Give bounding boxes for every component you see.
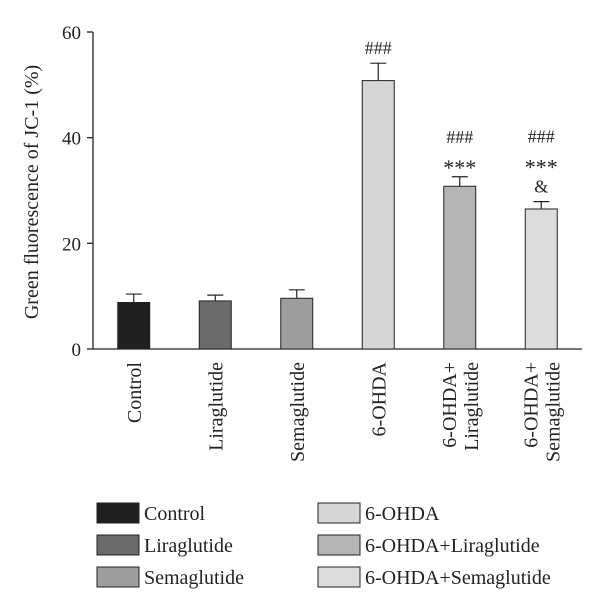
legend-swatch bbox=[317, 534, 361, 556]
axes: 0 20 40 60 bbox=[62, 23, 582, 361]
bar bbox=[443, 185, 477, 350]
legend-label: 6-OHDA+Semaglutide bbox=[365, 567, 551, 589]
x-tick-label: 6-OHDA bbox=[368, 361, 390, 436]
significance-label: *** bbox=[525, 155, 558, 180]
x-tick-label: 6-OHDA+ bbox=[520, 362, 542, 448]
legend-label: Liraglutide bbox=[144, 535, 233, 557]
legend-label: Control bbox=[144, 503, 206, 525]
x-tick-label: Semaglutide bbox=[542, 362, 564, 462]
y-tick-label: 40 bbox=[62, 129, 81, 150]
y-tick-label: 0 bbox=[72, 340, 82, 361]
y-axis-label: Green fluorescence of JC-1 (%) bbox=[21, 65, 43, 319]
legend: Control Liraglutide Semaglutide 6-OHDA 6-OHD… bbox=[96, 502, 551, 589]
significance-label: ### bbox=[365, 38, 392, 58]
significance-label: ### bbox=[528, 127, 555, 147]
significance-label: & bbox=[534, 177, 548, 197]
legend-label: 6-OHDA+Liraglutide bbox=[365, 535, 540, 557]
x-tick-label: 6-OHDA+ bbox=[439, 362, 461, 448]
bars: ###***###&***### bbox=[117, 38, 558, 350]
legend-swatch bbox=[317, 566, 361, 588]
bar bbox=[524, 208, 558, 350]
significance-label: ### bbox=[446, 127, 473, 147]
legend-swatch bbox=[317, 502, 361, 524]
legend-swatch bbox=[96, 502, 140, 524]
legend-label: 6-OHDA bbox=[365, 503, 440, 525]
x-tick-label: Liraglutide bbox=[461, 362, 483, 451]
legend-swatch bbox=[96, 566, 140, 588]
y-tick-label: 60 bbox=[62, 23, 81, 44]
y-tick-label: 20 bbox=[62, 234, 81, 255]
x-tick-label: Liraglutide bbox=[205, 362, 227, 451]
legend-swatch bbox=[96, 534, 140, 556]
legend-label: Semaglutide bbox=[144, 567, 244, 589]
x-tick-labels: Control Liraglutide Semaglutide 6-OHDA 6-OHD… bbox=[124, 361, 565, 462]
bar bbox=[117, 302, 151, 350]
significance-label: *** bbox=[443, 155, 476, 180]
bar bbox=[361, 80, 395, 350]
bar bbox=[198, 300, 232, 350]
bar bbox=[280, 297, 314, 350]
x-tick-label: Control bbox=[124, 362, 146, 424]
x-tick-label: Semaglutide bbox=[287, 362, 309, 462]
